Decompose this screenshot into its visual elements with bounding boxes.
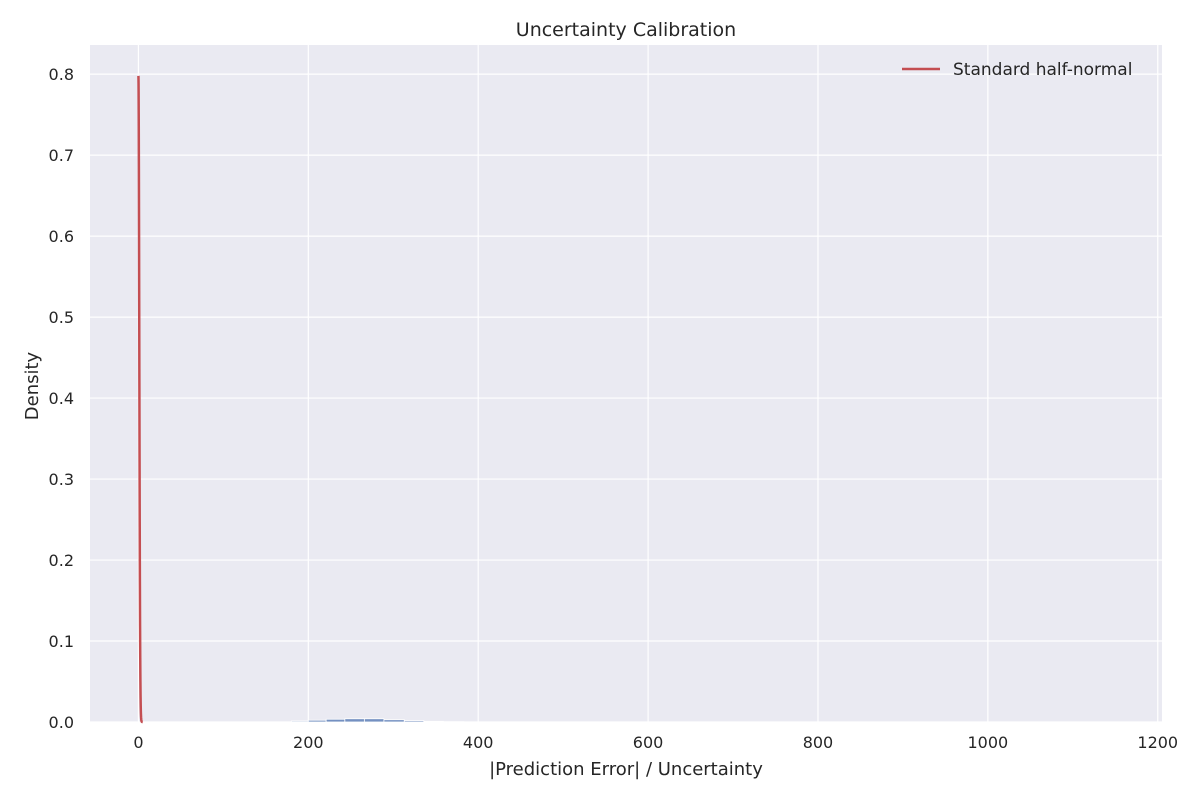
x-tick-label: 0: [133, 733, 143, 752]
histogram-bar: [423, 720, 444, 723]
x-tick-label: 800: [803, 733, 834, 752]
y-tick-label: 0.4: [49, 389, 74, 408]
chart-title: Uncertainty Calibration: [516, 19, 736, 41]
y-tick-label: 0.6: [49, 227, 74, 246]
x-tick-label: 400: [463, 733, 494, 752]
histogram-bar: [290, 720, 309, 723]
y-tick-label: 0.3: [49, 470, 74, 489]
y-tick-label: 0.5: [49, 308, 74, 327]
legend: Standard half-normal: [902, 60, 1132, 80]
grid: [90, 45, 1162, 723]
x-tick-label: 200: [293, 733, 324, 752]
histogram-bar: [344, 718, 365, 723]
histogram-bars: [290, 718, 465, 723]
histogram-bar: [363, 718, 385, 723]
y-tick-label: 0.2: [49, 551, 74, 570]
legend-label: Standard half-normal: [953, 60, 1132, 80]
y-tick-label: 0.8: [49, 65, 74, 84]
series-lines: [137, 75, 144, 724]
x-tick-label: 1000: [968, 733, 1009, 752]
x-tick-label: 600: [633, 733, 664, 752]
x-axis-label: |Prediction Error| / Uncertainty: [489, 759, 763, 780]
y-tick-label: 0.0: [49, 713, 74, 732]
x-tick-labels: 0 200 400 600 800 1000 1200: [133, 733, 1178, 752]
y-tick-labels: 0.0 0.1 0.2 0.3 0.4 0.5 0.6 0.7 0.8: [49, 65, 74, 732]
y-tick-label: 0.1: [49, 632, 74, 651]
y-axis-label: Density: [22, 351, 43, 420]
plot-background: [90, 45, 1162, 722]
histogram-bar: [383, 719, 405, 723]
histogram-bar: [325, 718, 346, 723]
histogram-bar: [307, 719, 327, 723]
half-normal-line: [137, 75, 144, 724]
y-tick-label: 0.7: [49, 146, 74, 165]
histogram-bar: [403, 720, 425, 723]
x-tick-label: 1200: [1137, 733, 1178, 752]
